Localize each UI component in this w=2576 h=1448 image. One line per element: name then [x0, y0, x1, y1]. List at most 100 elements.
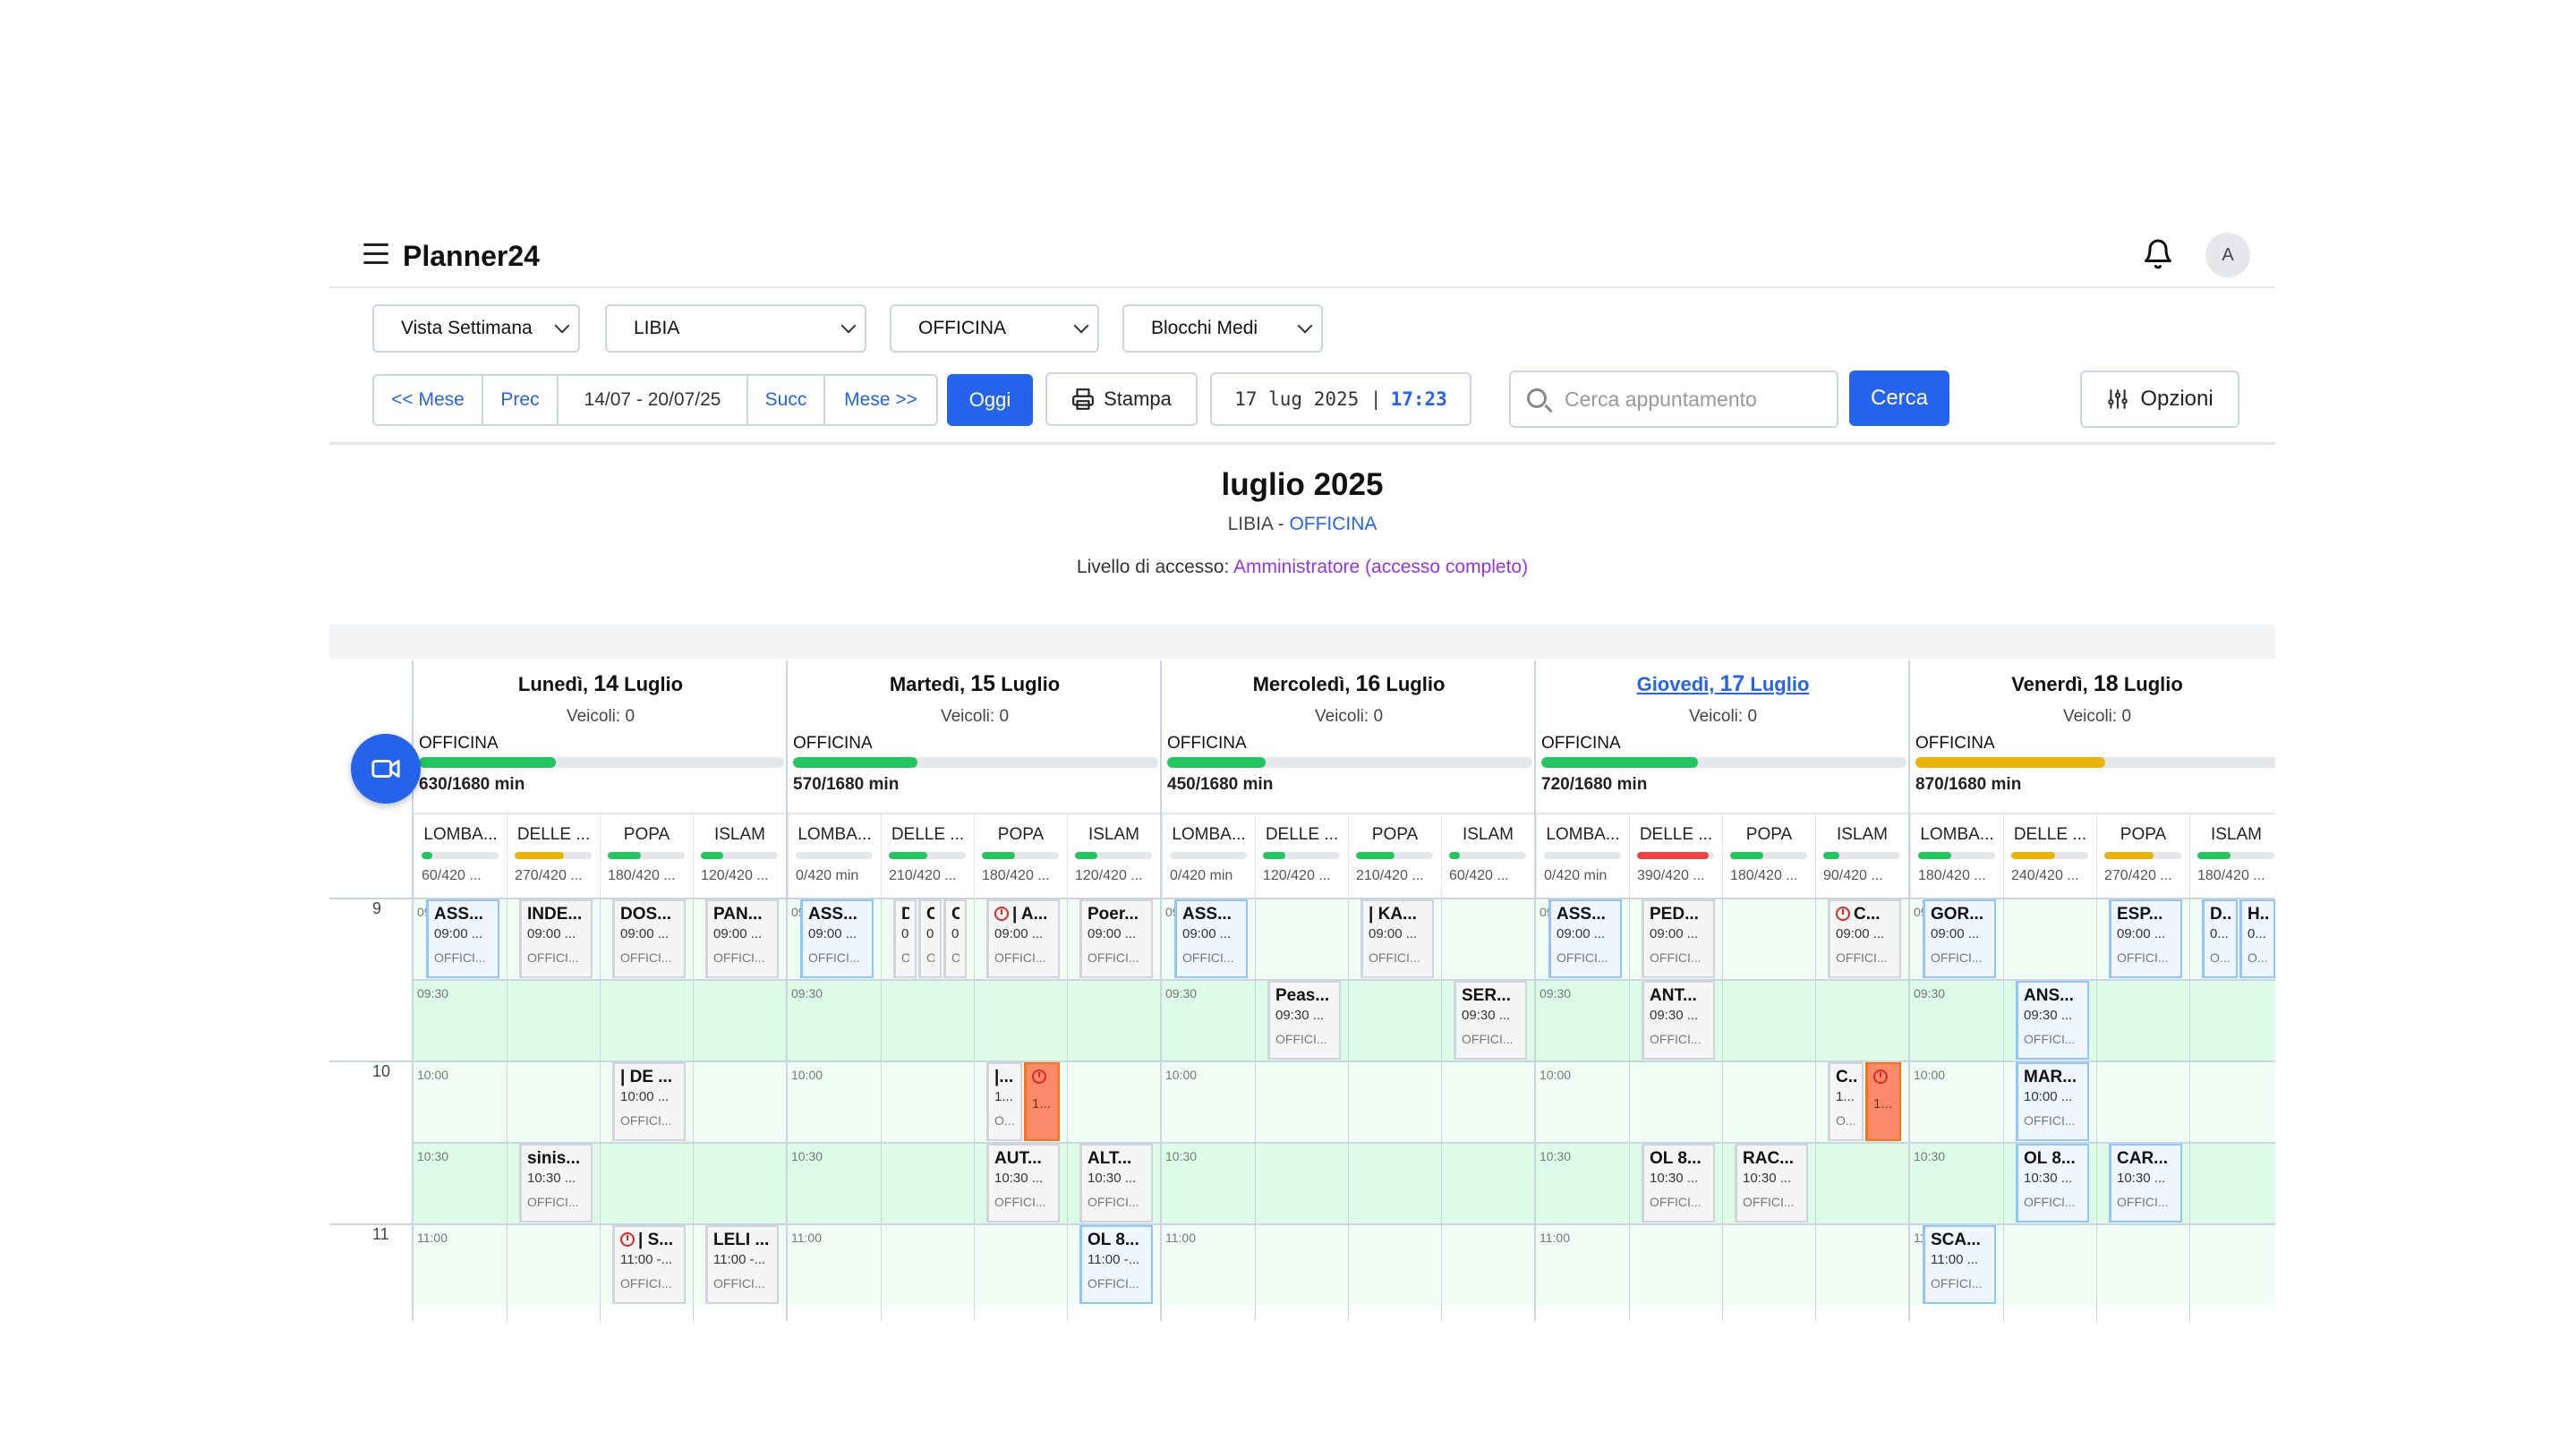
appointment-card[interactable]: ASS... 09:00 ... OFFICI...: [800, 899, 874, 978]
operator-header[interactable]: ISLAM 180/420 ...: [2189, 813, 2275, 898]
operator-header[interactable]: LOMBA... 180/420 ...: [1910, 813, 2003, 898]
appointment-card[interactable]: C 0 O: [918, 899, 942, 978]
operator-header[interactable]: DELLE ... 240/420 ...: [2003, 813, 2096, 898]
next-month-button[interactable]: Mese >>: [825, 376, 936, 424]
time-slot[interactable]: 10:00: [1162, 1060, 1536, 1142]
operator-header[interactable]: DELLE ... 120/420 ...: [1255, 813, 1348, 898]
operator-header[interactable]: LOMBA... 60/420 ...: [414, 813, 507, 898]
today-button[interactable]: Oggi: [947, 374, 1033, 426]
operator-header[interactable]: ISLAM 120/420 ...: [1067, 813, 1160, 898]
time-slot[interactable]: 10:00: [788, 1060, 1162, 1142]
appointment-card[interactable]: 1...: [1024, 1062, 1060, 1141]
appointment-card[interactable]: ANT... 09:30 ... OFFICI...: [1642, 981, 1715, 1060]
operator-header[interactable]: POPA 210/420 ...: [1348, 813, 1441, 898]
operator-header[interactable]: POPA 180/420 ...: [600, 813, 693, 898]
appointment-card[interactable]: ANS... 09:30 ... OFFICI...: [2016, 981, 2089, 1060]
search-input[interactable]: Cerca appuntamento: [1509, 371, 1838, 428]
appointment-card[interactable]: H... 0... O...: [2239, 899, 2275, 978]
time-slot[interactable]: 11:00: [1536, 1223, 1910, 1305]
appointment-card[interactable]: ASS... 09:00 ... OFFICI...: [426, 899, 499, 978]
operator-load-fill: [1918, 852, 1951, 859]
time-slot[interactable]: 10:30: [414, 1142, 788, 1223]
appointment-card[interactable]: MAR... 10:00 ... OFFICI...: [2016, 1062, 2089, 1141]
appointment-card[interactable]: SCA... 11:00 ... OFFICI...: [1923, 1225, 1996, 1304]
time-slot[interactable]: 10:00: [1910, 1060, 2275, 1142]
next-week-button[interactable]: Succ: [748, 376, 825, 424]
time-slot[interactable]: 09:30: [1536, 979, 1910, 1060]
appointment-card[interactable]: 1...: [1865, 1062, 1901, 1141]
appointment-card[interactable]: OL 8... 10:30 ... OFFICI...: [2016, 1144, 2089, 1222]
appointment-card[interactable]: Poer... 09:00 ... OFFICI...: [1079, 899, 1153, 978]
operator-header[interactable]: ISLAM 90/420 ...: [1815, 813, 1908, 898]
appointment-card[interactable]: |... 1... O...: [986, 1062, 1022, 1141]
hamburger-menu-icon[interactable]: [363, 243, 388, 267]
operator-header[interactable]: LOMBA... 0/420 min: [788, 813, 881, 898]
day-name[interactable]: Giovedì, 17 Luglio: [1536, 671, 1910, 697]
operator-header[interactable]: POPA 270/420 ...: [2096, 813, 2189, 898]
appointment-card[interactable]: PED... 09:00 ... OFFICI...: [1642, 899, 1715, 978]
appointment-card[interactable]: C... 09:00 ... OFFICI...: [1828, 899, 1901, 978]
appointment-card[interactable]: D 0. O: [893, 899, 917, 978]
department-select[interactable]: OFFICINA: [890, 304, 1099, 353]
appointment-card[interactable]: AUT... 10:30 ... OFFICI...: [986, 1144, 1060, 1222]
operator-header[interactable]: ISLAM 60/420 ...: [1441, 813, 1534, 898]
operator-header[interactable]: LOMBA... 0/420 min: [1162, 813, 1255, 898]
time-slot[interactable]: 10:00: [414, 1060, 788, 1142]
appointment-card[interactable]: sinis... 10:30 ... OFFICI...: [519, 1144, 593, 1222]
time-slot[interactable]: 09:30: [414, 979, 788, 1060]
appointment-card[interactable]: SER... 09:30 ... OFFICI...: [1454, 981, 1527, 1060]
day-name[interactable]: Martedì, 15 Luglio: [788, 671, 1162, 697]
appointment-card[interactable]: | DE ... 10:00 ... OFFICI...: [612, 1062, 686, 1141]
appointment-card[interactable]: CAR... 10:30 ... OFFICI...: [2109, 1144, 2182, 1222]
day-name[interactable]: Venerdì, 18 Luglio: [1910, 671, 2275, 697]
prev-month-button[interactable]: << Mese: [374, 376, 483, 424]
search-button[interactable]: Cerca: [1849, 371, 1949, 426]
user-avatar[interactable]: A: [2205, 233, 2250, 277]
time-slot[interactable]: 10:30: [1910, 1142, 2275, 1223]
appointment-title: ANT...: [1650, 986, 1708, 1006]
operator-header[interactable]: POPA 180/420 ...: [1722, 813, 1815, 898]
operator-header[interactable]: LOMBA... 0/420 min: [1536, 813, 1629, 898]
view-select[interactable]: Vista Settimana: [372, 304, 580, 353]
operator-header[interactable]: ISLAM 120/420 ...: [693, 813, 786, 898]
appointment-card[interactable]: PAN... 09:00 ... OFFICI...: [705, 899, 779, 978]
appointment-card[interactable]: | A... 09:00 ... OFFICI...: [986, 899, 1060, 978]
day-name[interactable]: Lunedì, 14 Luglio: [414, 671, 788, 697]
day-name[interactable]: Mercoledì, 16 Luglio: [1162, 671, 1536, 697]
print-button[interactable]: Stampa: [1045, 372, 1198, 426]
appointment-card[interactable]: Peas... 09:30 ... OFFICI...: [1267, 981, 1341, 1060]
appointment-card[interactable]: INDE... 09:00 ... OFFICI...: [519, 899, 593, 978]
location-select[interactable]: LIBIA: [605, 304, 866, 353]
appointment-card[interactable]: ASS... 09:00 ... OFFICI...: [1548, 899, 1622, 978]
appointment-card[interactable]: OL 8... 11:00 -... OFFICI...: [1079, 1225, 1153, 1304]
appointment-card[interactable]: C 0 O: [943, 899, 967, 978]
appointment-card[interactable]: ASS... 09:00 ... OFFICI...: [1174, 899, 1248, 978]
appointment-card[interactable]: | KA... 09:00 ... OFFICI...: [1361, 899, 1434, 978]
appointment-title: SER...: [1462, 986, 1520, 1006]
appointment-card[interactable]: | S... 11:00 -... OFFICI...: [612, 1225, 686, 1304]
appointment-card[interactable]: RAC... 10:30 ... OFFICI...: [1735, 1144, 1808, 1222]
time-slot[interactable]: 09:30: [1910, 979, 2275, 1060]
operator-header[interactable]: DELLE ... 390/420 ...: [1629, 813, 1722, 898]
appointment-card[interactable]: LELI ... 11:00 -... OFFICI...: [705, 1225, 779, 1304]
prev-week-button[interactable]: Prec: [483, 376, 559, 424]
time-slot[interactable]: 10:30: [1162, 1142, 1536, 1223]
operator-header[interactable]: DELLE ... 270/420 ...: [507, 813, 600, 898]
appointment-card[interactable]: C... 1... O...: [1828, 1062, 1864, 1141]
operator-header[interactable]: POPA 180/420 ...: [974, 813, 1067, 898]
appointment-card[interactable]: ESP... 09:00 ... OFFICI...: [2109, 899, 2182, 978]
time-slot[interactable]: 09:30: [788, 979, 1162, 1060]
options-button[interactable]: Opzioni: [2080, 371, 2239, 428]
appointment-card[interactable]: ALT... 10:30 ... OFFICI...: [1079, 1144, 1153, 1222]
appointment-card[interactable]: D... 0... O...: [2202, 899, 2238, 978]
video-call-button[interactable]: [351, 734, 421, 804]
appointment-card[interactable]: GOR... 09:00 ... OFFICI...: [1923, 899, 1996, 978]
block-size-select[interactable]: Blocchi Medi: [1122, 304, 1323, 353]
appointment-title: | DE ...: [620, 1068, 678, 1087]
time-slot[interactable]: 10:30: [1536, 1142, 1910, 1223]
time-slot[interactable]: 11:00: [1162, 1223, 1536, 1305]
appointment-card[interactable]: OL 8... 10:30 ... OFFICI...: [1642, 1144, 1715, 1222]
appointment-card[interactable]: DOS... 09:00 ... OFFICI...: [612, 899, 686, 978]
notification-bell-icon[interactable]: [2142, 238, 2174, 270]
operator-header[interactable]: DELLE ... 210/420 ...: [881, 813, 974, 898]
